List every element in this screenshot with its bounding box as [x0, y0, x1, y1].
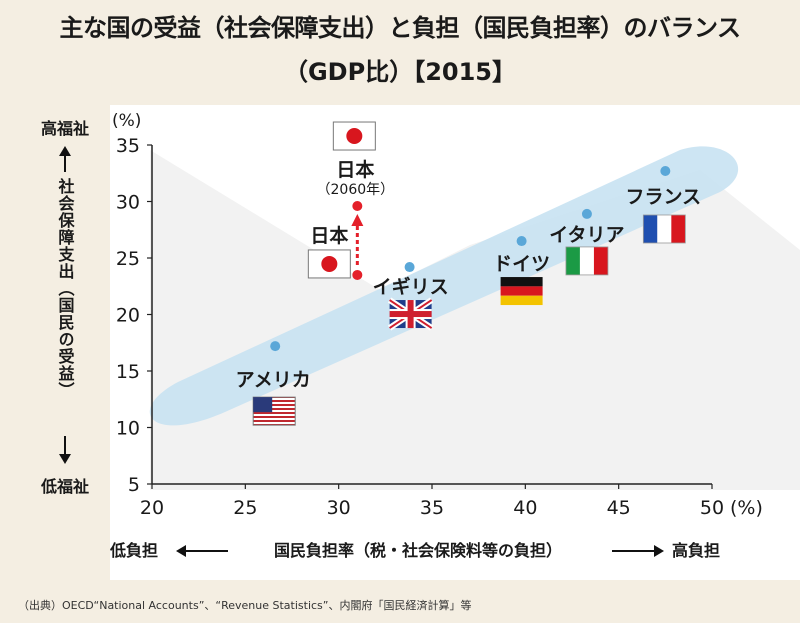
y-tick-label: 10: [116, 418, 140, 440]
data-point: [581, 208, 592, 219]
y-arrow-up-head: [59, 146, 71, 156]
flag-band-green: [565, 246, 580, 275]
x-arrow-right-head: [654, 545, 664, 557]
x-axis-label: 国民負担率（税・社会保険料等の負担）: [274, 541, 562, 560]
y-tick-label: 15: [116, 361, 140, 383]
point-label: フランス: [626, 186, 702, 208]
flag-disc: [346, 128, 363, 145]
flag-band-white: [579, 246, 594, 275]
data-point: [270, 341, 281, 352]
flag-band-gold: [500, 295, 543, 306]
data-point: [404, 262, 415, 273]
flag-band-red: [671, 214, 686, 243]
point-label: 日本: [310, 224, 348, 247]
projection-label: 日本: [336, 158, 374, 181]
flag-germany-icon: [500, 277, 543, 306]
x-arrow-left-head: [176, 545, 186, 557]
flag-canton: [253, 397, 273, 413]
y-unit-label: (%): [112, 111, 141, 131]
x-unit-label: (%): [730, 497, 763, 519]
flag-border: [642, 214, 686, 244]
y-tick-label: 5: [128, 474, 140, 496]
projection-arrow-head: [351, 214, 364, 227]
x-tick-label: 40: [513, 497, 537, 519]
flag-band-white: [657, 214, 672, 243]
x-tick-label: 35: [420, 497, 444, 519]
y-arrow-down-head: [59, 454, 71, 464]
chart-title-line1: 主な国の受益（社会保障支出）と負担（国民負担率）のバランス: [59, 14, 741, 42]
point-label: イタリア: [549, 224, 624, 246]
point-label: アメリカ: [236, 369, 311, 391]
flag-band-red: [500, 286, 543, 296]
flag-france-icon: [642, 214, 686, 244]
flag-uk-icon: [387, 297, 434, 331]
projection-point: [352, 201, 363, 212]
x-tick-label: 45: [607, 497, 631, 519]
y-tick-label: 25: [116, 248, 140, 270]
y-tick-label: 30: [116, 192, 140, 214]
data-point: [352, 269, 363, 280]
chart-title-line2: （GDP比）【2015】: [283, 58, 516, 86]
x-tick-label: 30: [327, 497, 351, 519]
y-label-low: 低福祉: [40, 477, 89, 496]
flag-japan-icon: [332, 121, 376, 151]
data-point: [660, 165, 671, 176]
source-note: （出典）OECD“National Accounts”、“Revenue Sta…: [18, 599, 472, 612]
flag-band-red: [593, 246, 608, 275]
x-label-high: 高負担: [672, 541, 720, 560]
y-label-high: 高福祉: [41, 119, 89, 138]
flag-band-blue: [643, 214, 658, 243]
x-tick-label: 50: [700, 497, 724, 519]
flag-field: [332, 121, 376, 151]
flag-band-black: [500, 277, 543, 287]
y-tick-label: 20: [116, 305, 140, 327]
flag-border: [565, 246, 609, 276]
x-tick-label: 20: [140, 497, 164, 519]
x-label-low: 低負担: [109, 541, 158, 560]
point-label: イギリス: [373, 276, 449, 298]
flag-cross-red-h: [389, 311, 432, 318]
mountain-decoration: [150, 150, 800, 490]
projection-sublabel: （2060年）: [317, 182, 395, 198]
flag-japan-icon: [307, 249, 351, 279]
flag-disc: [321, 255, 338, 272]
flag-usa-icon: [252, 396, 296, 426]
data-point: [516, 236, 527, 247]
x-tick-label: 25: [233, 497, 257, 519]
y-axis-label: 社会保障支出（国民の受益）: [56, 177, 76, 399]
flag-italy-icon: [565, 246, 609, 276]
point-label: ドイツ: [493, 253, 550, 275]
y-tick-label: 35: [116, 135, 140, 157]
